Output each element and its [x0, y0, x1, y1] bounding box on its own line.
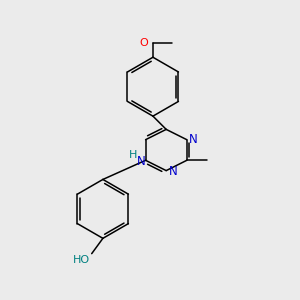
- Text: N: N: [169, 165, 177, 178]
- Text: N: N: [137, 155, 146, 168]
- Text: H: H: [129, 150, 137, 160]
- Text: O: O: [140, 38, 148, 47]
- Text: N: N: [189, 133, 198, 146]
- Text: HO: HO: [73, 255, 90, 265]
